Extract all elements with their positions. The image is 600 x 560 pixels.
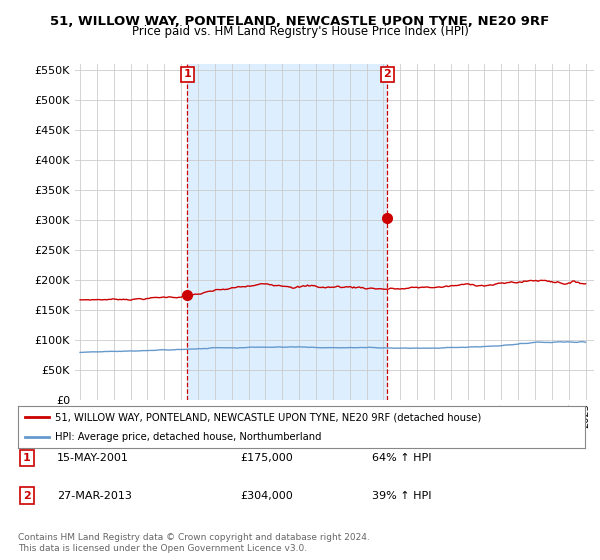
Text: £304,000: £304,000 [240,491,293,501]
Text: 2: 2 [23,491,31,501]
Bar [187,64,388,400]
Text: 51, WILLOW WAY, PONTELAND, NEWCASTLE UPON TYNE, NE20 9RF (detached house): 51, WILLOW WAY, PONTELAND, NEWCASTLE UPO… [55,412,481,422]
Text: 15-MAY-2001: 15-MAY-2001 [57,453,129,463]
Text: 27-MAR-2013: 27-MAR-2013 [57,491,132,501]
Text: 1: 1 [184,69,191,80]
Text: HPI: Average price, detached house, Northumberland: HPI: Average price, detached house, Nort… [55,432,322,442]
Text: 1: 1 [23,453,31,463]
Text: Price paid vs. HM Land Registry's House Price Index (HPI): Price paid vs. HM Land Registry's House … [131,25,469,38]
Text: Contains HM Land Registry data © Crown copyright and database right 2024.
This d: Contains HM Land Registry data © Crown c… [18,533,370,553]
Text: 2: 2 [383,69,391,80]
Text: 39% ↑ HPI: 39% ↑ HPI [372,491,431,501]
Text: 51, WILLOW WAY, PONTELAND, NEWCASTLE UPON TYNE, NE20 9RF: 51, WILLOW WAY, PONTELAND, NEWCASTLE UPO… [50,15,550,27]
Text: 64% ↑ HPI: 64% ↑ HPI [372,453,431,463]
Text: £175,000: £175,000 [240,453,293,463]
